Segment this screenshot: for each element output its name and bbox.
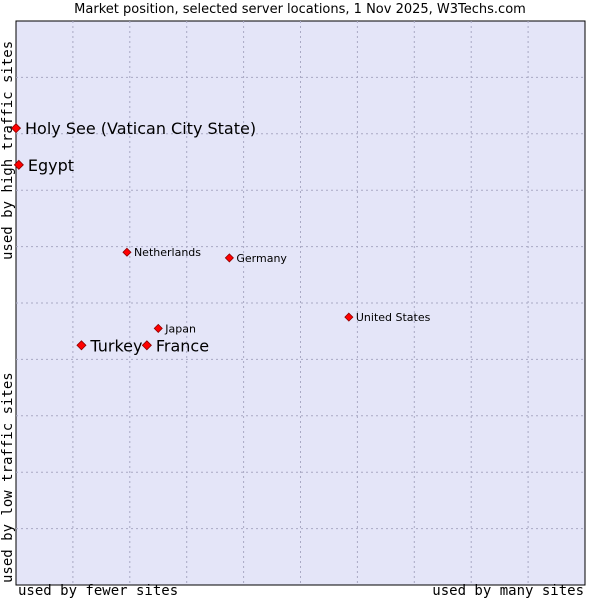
data-point-france: France	[141, 336, 209, 355]
x-axis-label-high: used by many sites	[432, 583, 584, 599]
y-axis-label-low: used by low traffic sites	[0, 372, 16, 583]
point-label: Germany	[236, 252, 287, 265]
grid-lines	[16, 21, 585, 585]
point-label: Turkey	[89, 336, 142, 355]
data-point-germany: Germany	[224, 252, 287, 265]
point-label: Japan	[164, 322, 196, 335]
point-marker	[13, 159, 24, 170]
data-point-netherlands: Netherlands	[122, 246, 201, 259]
data-points: Holy See (Vatican City State) Egypt Nether…	[10, 119, 431, 355]
x-axis-label-low: used by fewer sites	[18, 583, 179, 599]
point-label: Holy See (Vatican City State)	[25, 119, 256, 138]
point-label: Egypt	[28, 156, 74, 175]
point-marker	[76, 340, 87, 351]
point-marker	[153, 323, 163, 333]
data-point-turkey: Turkey	[76, 336, 143, 355]
data-point-united-states: United States	[344, 311, 431, 324]
point-marker	[122, 247, 132, 257]
data-point-japan: Japan	[153, 322, 196, 335]
point-marker	[141, 340, 152, 351]
point-marker	[10, 123, 22, 134]
chart-title: Market position, selected server locatio…	[74, 2, 526, 17]
point-label: France	[156, 336, 209, 355]
point-marker	[224, 253, 234, 263]
point-marker	[344, 312, 354, 322]
point-label: United States	[356, 311, 431, 324]
y-axis-label-high: used by high traffic sites	[0, 40, 16, 260]
point-label: Netherlands	[134, 246, 201, 259]
data-point-egypt: Egypt	[13, 156, 74, 175]
data-point-holy-see-vatican-city-state: Holy See (Vatican City State)	[10, 119, 256, 138]
